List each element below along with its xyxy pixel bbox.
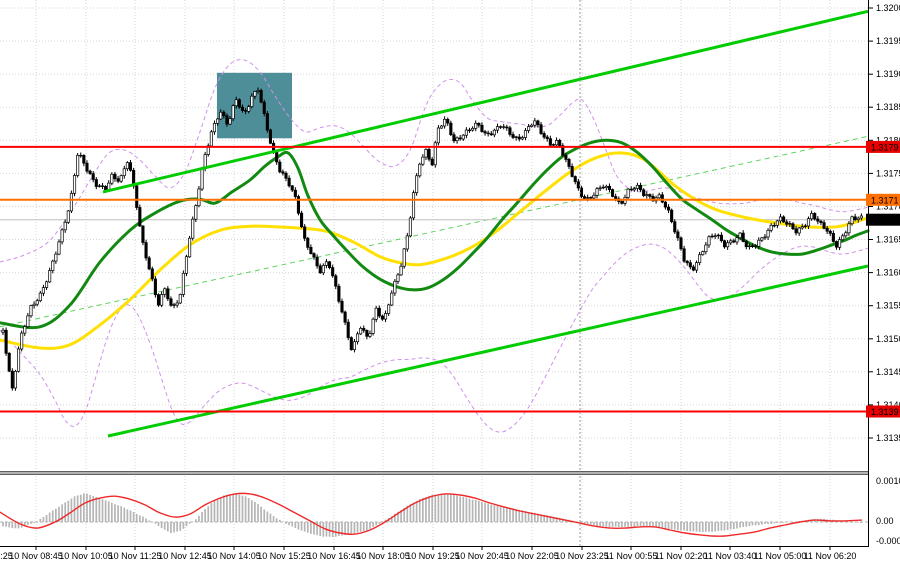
time-axis-label: 11 Nov 00:55 bbox=[605, 551, 658, 561]
time-axis-label: 10 Nov 14:05 bbox=[207, 551, 261, 561]
price-axis-label: 1.3155 bbox=[876, 301, 900, 311]
time-axis-label: 10 Nov 19:25 bbox=[406, 551, 460, 561]
time-axis-label: 10 Nov 07:25 bbox=[0, 551, 13, 561]
price-tag-1.3168: 1.3168 bbox=[866, 213, 900, 226]
panel-splitter[interactable] bbox=[0, 471, 868, 475]
price-axis-label: 1.3195 bbox=[876, 36, 900, 46]
price-axis-label: 1.3135 bbox=[876, 433, 900, 443]
time-axis-label: 10 Nov 23:25 bbox=[555, 551, 609, 561]
time-axis-label: 11 Nov 05:00 bbox=[754, 551, 807, 561]
macd-axis-label: -0.00063 bbox=[876, 536, 900, 546]
macd-signal-line bbox=[0, 492, 863, 537]
price-axis-label: 1.3165 bbox=[876, 235, 900, 245]
grid-lines bbox=[0, 0, 868, 546]
price-axis-label: 1.3175 bbox=[876, 168, 900, 178]
time-axis-label: 10 Nov 20:45 bbox=[455, 551, 509, 561]
time-axis-label: 10 Nov 18:05 bbox=[356, 551, 410, 561]
price-axis-label: 1.3160 bbox=[876, 268, 900, 278]
time-axis-label: 11 Nov 02:20 bbox=[655, 551, 708, 561]
candles-series bbox=[1, 87, 863, 391]
time-axis-label: 10 Nov 15:25 bbox=[257, 551, 311, 561]
time-axis-label: 10 Nov 10:05 bbox=[59, 551, 113, 561]
macd-indicator bbox=[0, 492, 868, 537]
channel_lower[interactable] bbox=[107, 264, 869, 438]
time-axis-label: 10 Nov 08:45 bbox=[9, 551, 63, 561]
price-axis-label: 1.3190 bbox=[876, 69, 900, 79]
price-axis-label: 1.3170 bbox=[876, 202, 900, 212]
time-axis-label: 10 Nov 22:05 bbox=[505, 551, 559, 561]
price-axis-label: 1.3145 bbox=[876, 367, 900, 377]
highlight-rectangle[interactable] bbox=[217, 72, 292, 139]
inner_dashed_trend[interactable] bbox=[0, 135, 869, 328]
time-axis-label: 11 Nov 06:20 bbox=[804, 551, 857, 561]
slow-ma-yellow bbox=[0, 151, 870, 350]
price-axis[interactable]: 1.3200 1.3195 1.3190 1.3185 1.3180 1.3175 1.31… bbox=[866, 3, 900, 546]
channel_upper[interactable] bbox=[102, 9, 869, 194]
time-axis-label: 10 Nov 16:45 bbox=[307, 551, 361, 561]
svg-text:1.3171: 1.3171 bbox=[871, 195, 899, 205]
svg-text:1.3179: 1.3179 bbox=[871, 142, 899, 152]
price-axis-label: 1.3180 bbox=[876, 135, 900, 145]
price-tag-1.3171: 1.3171 bbox=[866, 193, 900, 206]
macd-axis-label: 0.00108 bbox=[876, 476, 900, 486]
svg-text:1.3168: 1.3168 bbox=[871, 215, 899, 225]
price-tag-1.3179: 1.3179 bbox=[866, 140, 900, 153]
svg-text:1.3139: 1.3139 bbox=[871, 407, 899, 417]
macd-panel[interactable] bbox=[0, 476, 868, 546]
macd-axis-label: 0.00 bbox=[876, 516, 894, 526]
price-axis-label: 1.3150 bbox=[876, 334, 900, 344]
main-plot-area[interactable] bbox=[0, 0, 868, 470]
price-axis-label: 1.3140 bbox=[876, 400, 900, 410]
time-axis-label: 10 Nov 12:45 bbox=[158, 551, 212, 561]
price-tag-1.3139: 1.3139 bbox=[866, 405, 900, 418]
time-axis-label: 10 Nov 11:25 bbox=[109, 551, 162, 561]
price-axis-label: 1.3185 bbox=[876, 102, 900, 112]
time-axis-label: 11 Nov 03:40 bbox=[704, 551, 757, 561]
price-axis-label: 1.3200 bbox=[876, 3, 900, 13]
